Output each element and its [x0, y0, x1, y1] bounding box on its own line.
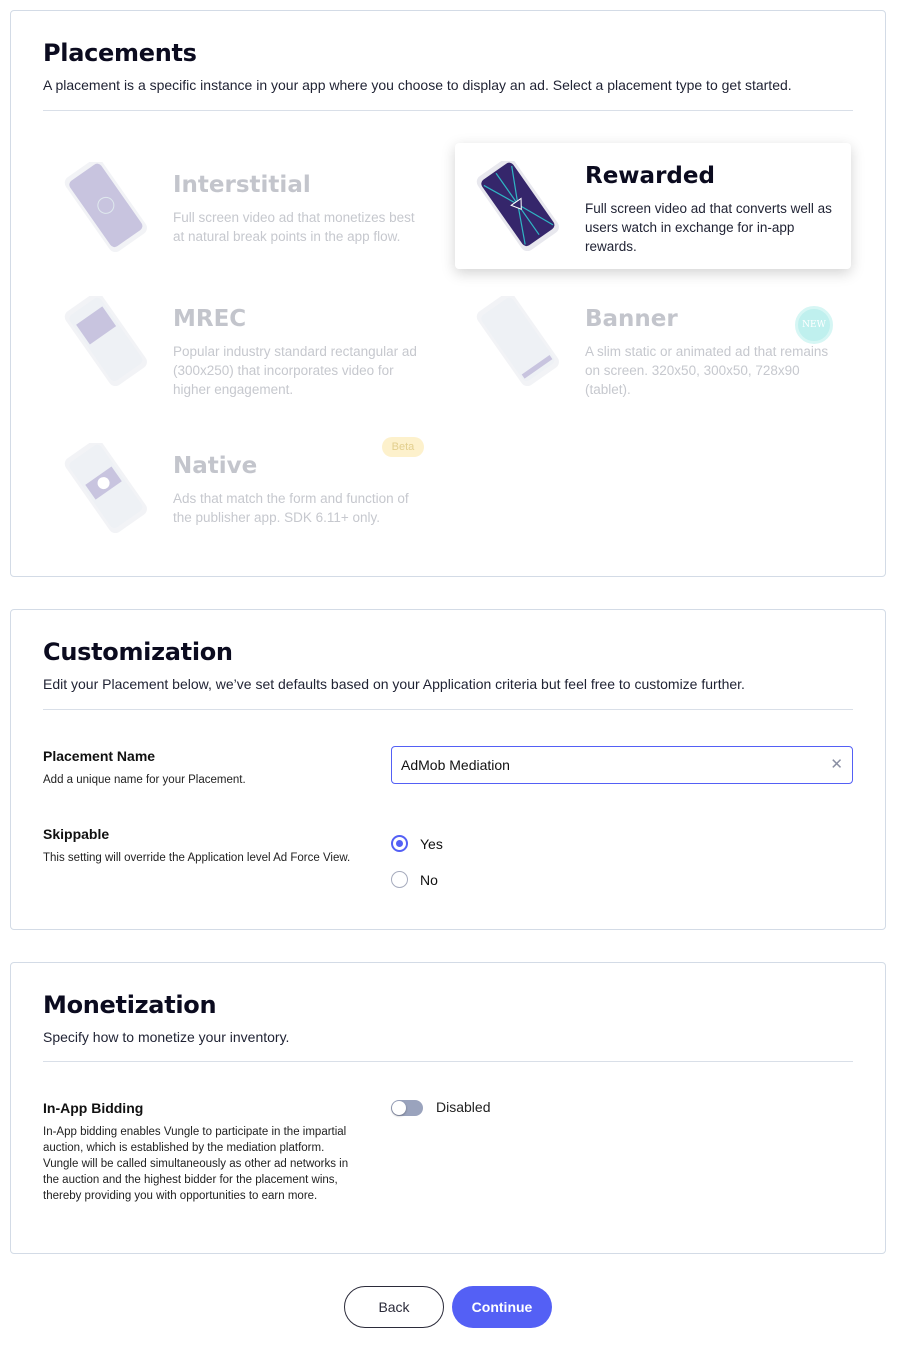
input-value: AdMob Mediation	[401, 757, 510, 773]
placement-desc: Popular industry standard rectangular ad…	[173, 344, 417, 397]
in-app-bidding-label: In-App Bidding	[43, 1100, 144, 1116]
radio-checked-icon[interactable]	[391, 835, 408, 852]
divider	[43, 1061, 853, 1062]
placement-desc: Ads that match the form and function of …	[173, 491, 409, 525]
back-button[interactable]: Back	[344, 1286, 444, 1328]
placement-desc: Full screen video ad that monetizes best…	[173, 210, 415, 244]
customization-card: Customization Edit your Placement below,…	[10, 609, 886, 930]
placement-name-hint: Add a unique name for your Placement.	[43, 774, 246, 786]
radio-unchecked-icon[interactable]	[391, 871, 408, 888]
phone-mrec-icon	[64, 296, 147, 386]
placement-title: MREC	[173, 306, 247, 332]
placement-mrec[interactable]: MREC Popular industry standard rectangul…	[43, 278, 439, 404]
monetization-card: Monetization Specify how to monetize you…	[10, 962, 886, 1254]
clear-icon[interactable]: ✕	[830, 756, 843, 773]
customization-subtitle: Edit your Placement below, we’ve set def…	[43, 676, 745, 692]
placement-desc: Full screen video ad that converts well …	[585, 201, 832, 254]
placement-title: Banner	[585, 306, 678, 332]
phone-rewarded-icon	[476, 161, 559, 251]
toggle-state: Disabled	[436, 1099, 491, 1115]
placements-subtitle: A placement is a specific instance in yo…	[43, 77, 792, 93]
placement-name-input[interactable]: AdMob Mediation ✕	[391, 746, 853, 784]
placements-title: Placements	[43, 39, 197, 67]
placement-title: Interstitial	[173, 172, 311, 198]
new-badge: NEW	[795, 306, 833, 344]
phone-banner-icon	[476, 296, 559, 386]
radio-yes[interactable]: Yes	[391, 835, 443, 852]
placement-desc: A slim static or animated ad that remain…	[585, 344, 829, 397]
monetization-subtitle: Specify how to monetize your inventory.	[43, 1029, 290, 1045]
phone-native-icon	[64, 443, 147, 533]
placement-name-label: Placement Name	[43, 748, 156, 764]
divider	[43, 110, 853, 111]
radio-no[interactable]: No	[391, 871, 438, 888]
placement-native[interactable]: Native Ads that match the form and funct…	[43, 425, 439, 551]
placement-title: Native	[173, 453, 258, 479]
beta-badge: Beta	[382, 437, 424, 457]
phone-interstitial-icon	[64, 162, 147, 252]
in-app-bidding-hint: In-App bidding enables Vungle to partici…	[43, 1126, 349, 1202]
radio-label: No	[420, 871, 438, 888]
skippable-label: Skippable	[43, 826, 110, 842]
radio-label: Yes	[420, 835, 443, 852]
monetization-title: Monetization	[43, 991, 217, 1019]
skippable-hint: This setting will override the Applicati…	[43, 852, 351, 864]
divider	[43, 709, 853, 710]
placement-interstitial[interactable]: Interstitial Full screen video ad that m…	[43, 144, 439, 270]
placements-card: Placements A placement is a specific ins…	[10, 10, 886, 577]
placement-rewarded[interactable]: Rewarded Full screen video ad that conve…	[455, 143, 851, 269]
placement-title: Rewarded	[585, 163, 715, 189]
continue-button[interactable]: Continue	[452, 1286, 552, 1328]
placement-banner[interactable]: Banner A slim static or animated ad that…	[455, 278, 851, 404]
in-app-bidding-toggle[interactable]	[391, 1100, 423, 1116]
customization-title: Customization	[43, 638, 233, 666]
